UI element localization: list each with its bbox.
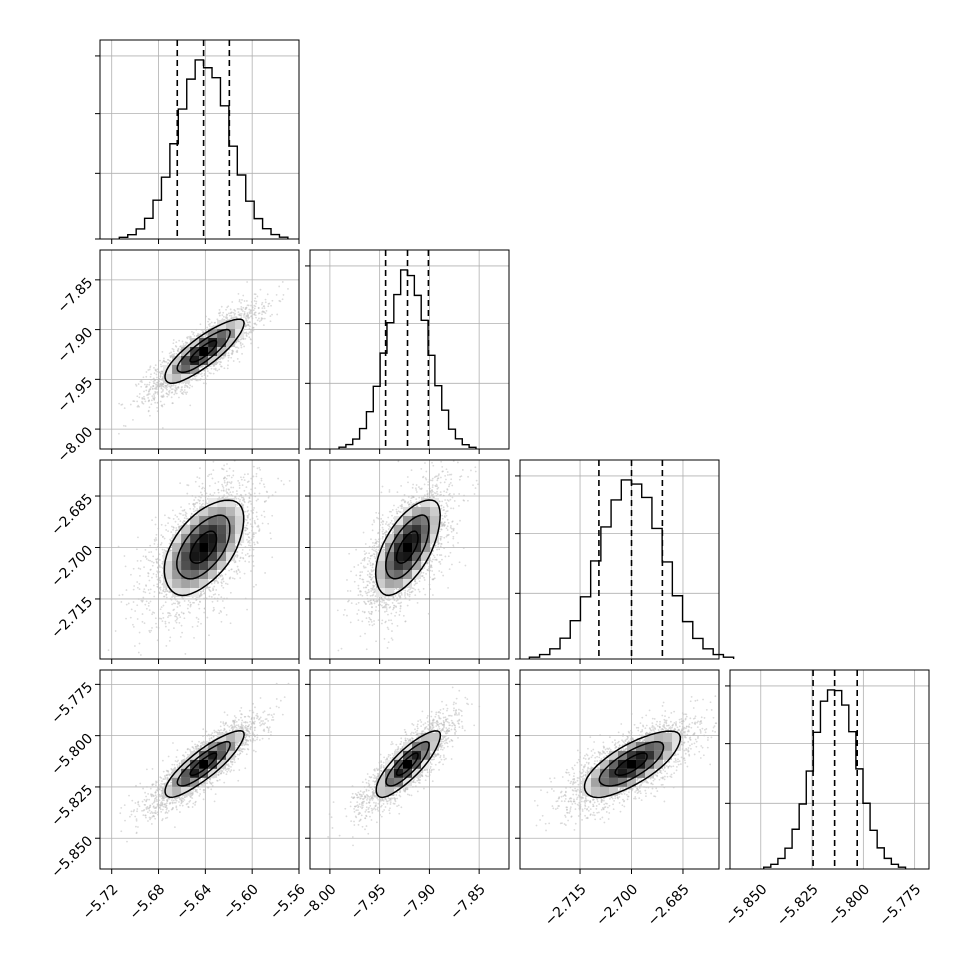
density-content [336,460,479,652]
contour-level-0 [189,752,218,777]
y-tick-label-3-3: −5.775 [48,679,96,727]
histogram-panel-3 [725,669,930,870]
x-tick-label-3-2: −5.800 [825,881,873,929]
y-tick-label-3-2: −5.800 [48,731,96,779]
histogram-panel-1 [305,249,510,454]
x-tick-label-2-2: −2.685 [645,881,693,929]
contour-level-1 [176,740,231,787]
axes-frame [99,669,300,870]
contour-level-1 [385,740,430,787]
density-content [533,695,719,832]
y-tick-label-1-3: −7.85 [55,275,97,317]
contour-level-2 [164,730,245,799]
contour-level-1 [176,328,231,374]
density-panel-0-3 [95,669,300,874]
x-tick-label-3-3: −5.775 [876,881,924,929]
contour-level-0 [395,752,419,776]
density-panel-0-1 [95,249,300,454]
density-content [118,260,299,435]
x-tick-label-2-1: −2.700 [593,881,641,929]
axes-frame [99,459,300,660]
contour-level-0 [189,530,218,564]
density-panel-2-3 [515,669,720,874]
contour-level-0 [614,752,648,776]
x-tick-label-2-0: −2.715 [542,881,590,929]
y-tick-label-1-0: −8.00 [55,424,97,466]
x-tick-label-3-0: −5.850 [723,881,771,929]
contour-level-2 [374,499,441,597]
x-tick-label-0-2: −5.64 [173,881,215,923]
x-tick-label-0-3: −5.60 [220,881,262,923]
x-tick-label-1-1: −7.95 [348,881,390,923]
y-tick-label-3-0: −5.850 [48,833,96,881]
x-tick-label-1-0: −8.00 [298,881,340,923]
y-tick-label-1-1: −7.95 [55,374,97,416]
contour-level-2 [583,730,682,799]
y-tick-label-2-2: −2.685 [48,491,96,539]
axes-frame [519,459,720,660]
density-panel-1-2 [305,459,510,664]
y-tick-label-3-1: −5.825 [48,782,96,830]
contour-level-2 [164,318,245,385]
axes-frame [309,669,510,870]
histogram-panel-0 [95,39,300,244]
y-tick-label-2-1: −2.700 [48,542,96,590]
density-content [107,460,291,656]
x-tick-label-0-0: −5.72 [80,881,122,923]
density-content [327,686,481,847]
density-panel-0-2 [95,459,300,664]
histogram-panel-2 [515,459,735,664]
x-tick-label-3-1: −5.825 [774,881,822,929]
contour-level-2 [375,730,442,799]
contour-level-1 [176,514,231,580]
x-tick-label-1-3: −7.85 [447,881,489,923]
axes-frame [309,459,510,660]
density-content [119,682,290,843]
contour-level-1 [385,514,430,580]
axes-frame [729,669,930,870]
y-tick-label-1-2: −7.90 [55,325,97,367]
contour-level-0 [189,339,218,363]
axes-frame [99,39,300,240]
y-tick-label-2-0: −2.715 [48,594,96,642]
contour-level-2 [163,499,245,597]
x-tick-label-1-2: −7.90 [398,881,440,923]
axes-frame [519,669,720,870]
axes-frame [309,249,510,450]
x-tick-label-0-1: −5.68 [127,881,169,923]
density-panel-1-3 [305,669,510,874]
contour-level-1 [598,741,665,787]
axes-frame [99,249,300,450]
contour-level-0 [395,530,419,564]
